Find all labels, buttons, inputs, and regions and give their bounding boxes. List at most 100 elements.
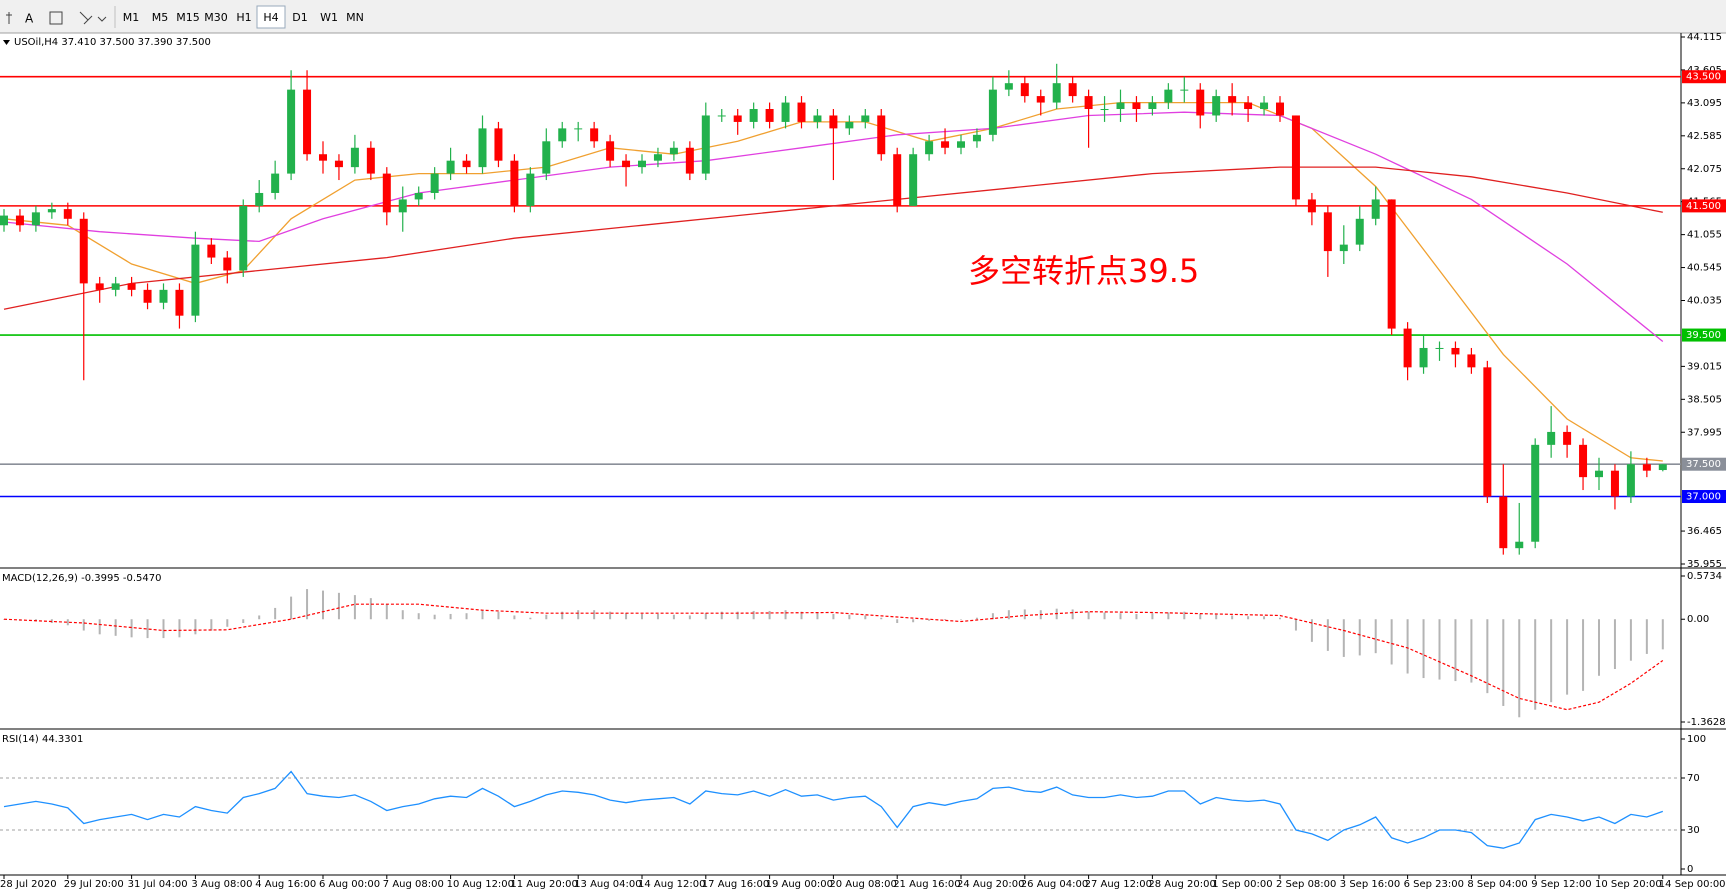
candle-body [1260,102,1269,110]
timeframe-button[interactable]: H4 [263,11,278,24]
candle-body [1212,96,1221,116]
candle-body [319,154,327,161]
candle-body [1642,464,1651,471]
y-tick-label: 42.585 [1687,131,1722,142]
level-label: 37.000 [1686,492,1721,503]
candle-body [1291,115,1300,200]
x-tick-label: 6 Sep 23:00 [1404,879,1464,890]
x-tick-label: 20 Aug 08:00 [829,879,896,890]
macd-bar [1294,619,1297,631]
timeframe-button[interactable]: H1 [236,11,251,24]
x-tick-label: 29 Jul 20:00 [64,879,124,890]
macd-bar [1613,619,1616,670]
timeframe-button[interactable]: M30 [204,11,228,24]
macd-bar [481,610,484,620]
macd-bar [1151,613,1154,620]
candle-body [287,89,296,174]
macd-bar [1326,619,1329,651]
active-button [256,5,286,29]
candle-body [925,141,934,155]
x-tick-label: 7 Aug 08:00 [383,879,444,890]
macd-bar [641,613,643,620]
y-tick-label: 0.00 [1687,614,1709,625]
macd-bar [1534,619,1537,710]
x-tick-label: 28 Jul 2020 [0,879,57,890]
timeframe-button[interactable]: M5 [152,11,169,24]
macd-bar [752,610,755,620]
macd-bar [1199,613,1202,620]
label-tool-icon[interactable] [49,11,63,25]
candle-body [526,173,535,206]
candle-body [781,102,790,122]
macd-bar [1550,619,1553,703]
macd-bar [561,611,564,620]
macd-bar [1358,619,1361,656]
candle-body [893,154,902,206]
macd-bar [242,619,245,624]
macd-bar [848,614,851,620]
y-tick-label: 30 [1687,825,1700,836]
objects-icon[interactable] [79,11,107,25]
x-tick-label: 28 Aug 20:00 [1148,879,1215,890]
macd-bar [82,619,85,631]
macd-bar [1007,610,1010,620]
macd-bar [816,612,819,620]
macd-bar [704,613,707,620]
x-tick-label: 1 Sep 00:00 [1212,879,1272,890]
candle-body [1180,89,1189,91]
macd-bar [1231,615,1234,620]
chart-title: MACD(12,26,9) -0.3995 -0.5470 [2,573,162,584]
timeframe-button[interactable]: W1 [320,11,338,24]
level-label-box [1682,457,1726,471]
candle-body [143,289,152,303]
candle-body [1116,102,1125,110]
macd-bar [274,607,277,620]
x-tick-label: 27 Aug 12:00 [1085,879,1152,890]
y-tick-label: 70 [1687,773,1700,784]
candle-body [15,215,24,226]
y-tick-label: -1.3628 [1687,717,1726,728]
x-tick-label: 13 Aug 04:00 [574,879,641,890]
macd-bar [1310,619,1313,642]
macd-bar [800,611,803,620]
macd-bar [1135,613,1138,620]
candle-body [1164,89,1173,103]
candle-body [1100,109,1109,111]
y-tick-label: 0 [1687,864,1693,875]
chart-title: USOil,H4 37.410 37.500 37.390 37.500 [14,37,211,48]
timeframe-button[interactable]: M1 [123,11,140,24]
macd-bar [1023,609,1026,620]
macd-bar [832,613,835,620]
macd-bar [944,619,947,620]
candle-body [749,109,758,122]
macd-bar [896,619,899,624]
macd-bar [1071,609,1074,620]
macd-bar [1582,619,1585,691]
macd-bar [720,611,723,620]
candle-body [255,192,264,206]
candle-body [1036,96,1045,103]
candle-body [590,128,599,142]
candle-body [988,89,997,135]
macd-bar [784,610,787,620]
candle-body [223,257,232,271]
macd-bar [1454,619,1457,682]
timeframe-button[interactable]: D1 [292,11,307,24]
candle-body [47,209,56,213]
candle-body [861,115,870,122]
candle-body [0,215,8,226]
y-tick-label: 40.035 [1687,296,1722,307]
candle-body [1196,89,1205,116]
text-tool-icon[interactable]: A [25,12,34,26]
candle-body [1068,83,1077,97]
y-tick-label: 35.955 [1687,559,1722,570]
timeframe-button[interactable]: MN [346,11,364,24]
x-tick-label: 9 Sep 12:00 [1531,879,1591,890]
macd-bar [991,613,994,620]
level-label-box [1682,199,1726,213]
timeframe-button[interactable]: M15 [176,11,200,24]
crosshair-icon[interactable] [6,12,12,24]
x-tick-label: 3 Sep 16:00 [1340,879,1400,890]
candle-body [1355,218,1364,245]
macd-bar [609,611,612,620]
